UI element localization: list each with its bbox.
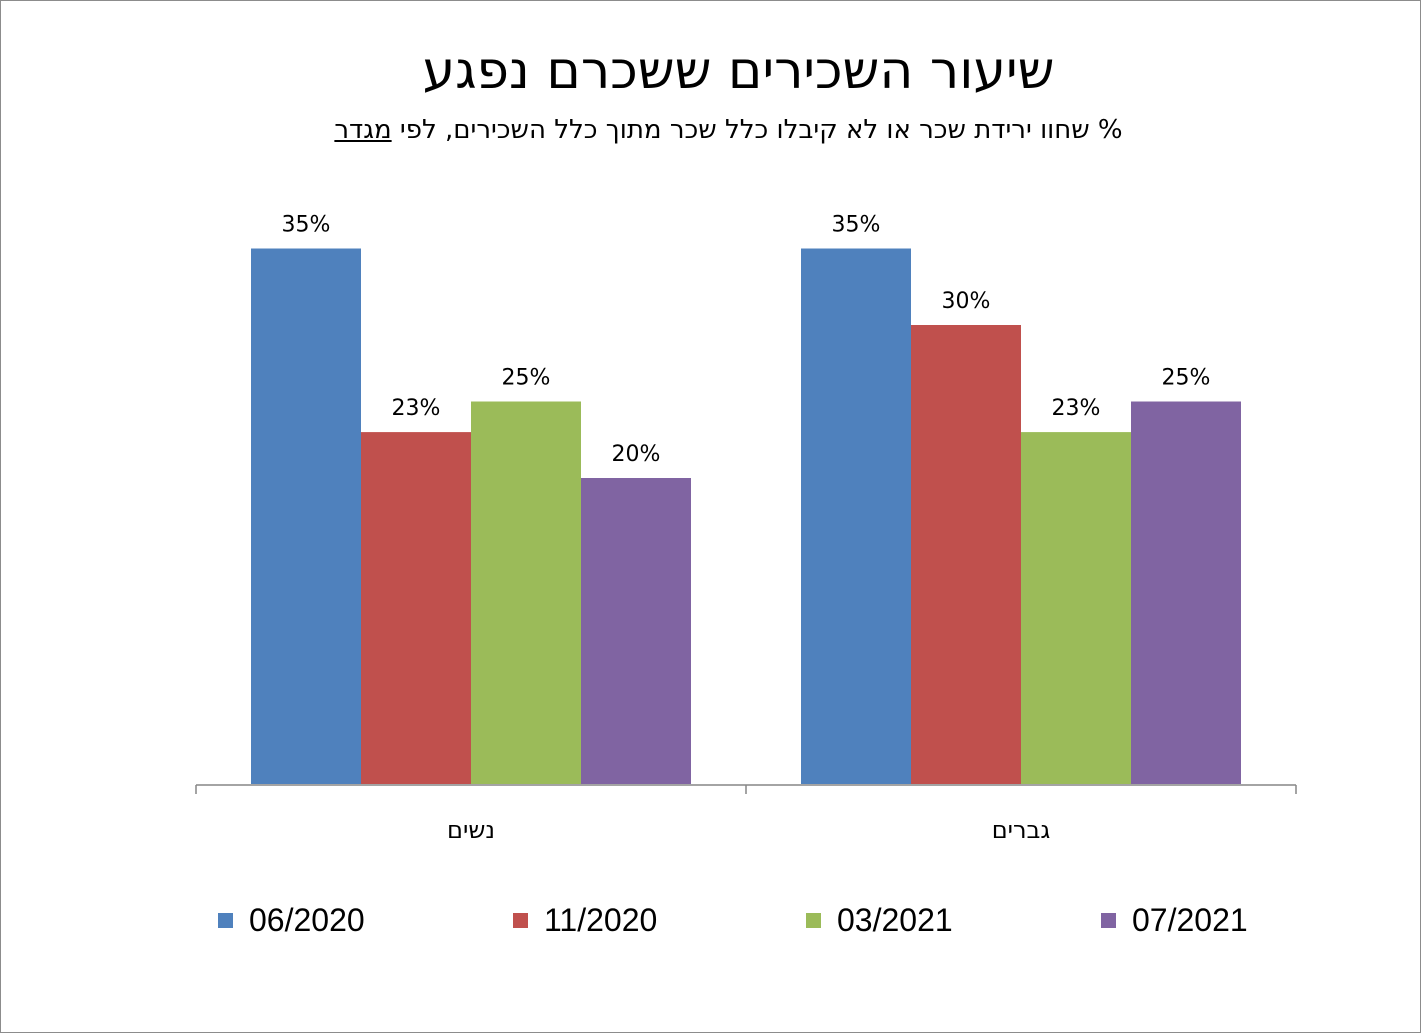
legend-swatch — [806, 912, 821, 928]
data-label: 30% — [942, 289, 991, 314]
bar — [911, 325, 1021, 784]
category-label: גברים — [992, 816, 1051, 844]
data-label: 23% — [1052, 396, 1101, 421]
bar — [581, 478, 691, 784]
legend-label: 06/2020 — [249, 901, 365, 938]
legend-item: 03/2021 — [806, 900, 953, 940]
legend-swatch — [1101, 912, 1116, 928]
bar — [1131, 401, 1241, 784]
category-label: נשים — [447, 816, 495, 844]
data-label: 20% — [612, 442, 661, 467]
data-label: 35% — [282, 213, 331, 238]
legend-label: 03/2021 — [837, 901, 953, 938]
data-label: 23% — [392, 396, 441, 421]
legend-label: 11/2020 — [544, 901, 658, 938]
bar — [1021, 432, 1131, 784]
bar — [251, 248, 361, 784]
legend-swatch — [218, 912, 233, 928]
legend-swatch — [513, 912, 528, 928]
chart-title: שיעור השכירים ששכרם נפגע — [422, 41, 1055, 101]
legend-item: 11/2020 — [513, 900, 657, 940]
subtitle-underlined-word: מגדר — [334, 115, 392, 145]
data-label: 25% — [502, 366, 551, 391]
legend-item: 07/2021 — [1101, 900, 1248, 940]
chart-subtitle: % שחוו ירידת שכר או לא קיבלו כלל שכר מתו… — [1, 115, 1421, 145]
data-label: 35% — [832, 213, 881, 238]
data-label: 25% — [1162, 366, 1211, 391]
bar — [361, 432, 471, 784]
legend-label: 07/2021 — [1132, 901, 1248, 938]
bar — [471, 401, 581, 784]
legend-item: 06/2020 — [218, 900, 365, 940]
bar — [801, 248, 911, 784]
subtitle-text: % שחוו ירידת שכר או לא קיבלו כלל שכר מתו… — [391, 115, 1123, 145]
